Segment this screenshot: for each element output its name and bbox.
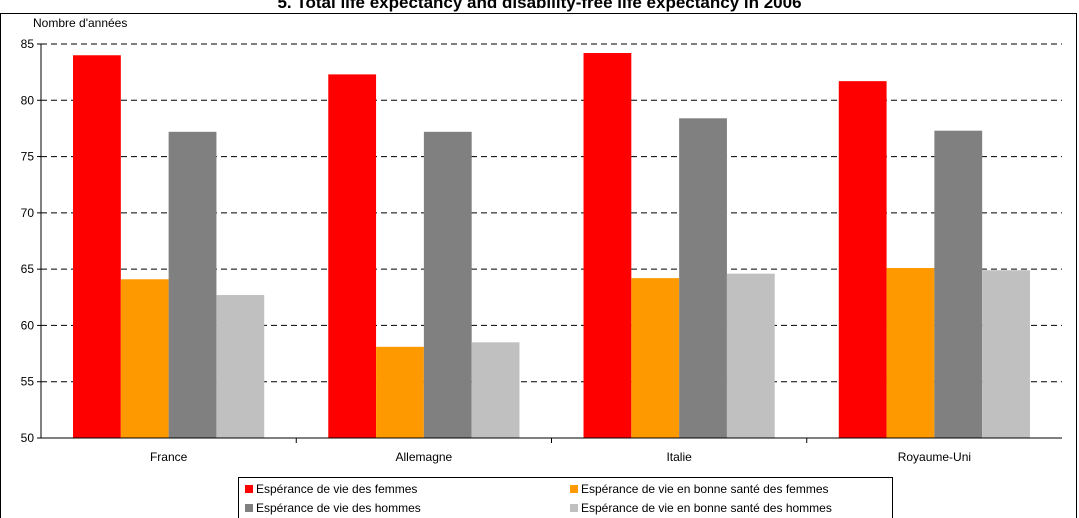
legend-swatch-icon [245,485,253,493]
y-tick-labels: 50 55 60 65 70 75 80 85 [21,37,35,445]
y-tick-label: 70 [21,206,35,220]
legend: Espérance de vie des femmes Espérance de… [238,477,893,518]
legend-item: Espérance de vie en bonne santé des femm… [570,482,829,496]
bar [120,279,169,438]
y-tick-label: 75 [21,150,35,164]
legend-label: Espérance de vie des hommes [256,501,421,515]
legend-label: Espérance de vie des femmes [256,482,418,496]
bar [216,295,265,438]
bar-chart: 50 55 60 65 70 75 80 85 France Allemagne Italie Ro… [21,37,1062,464]
legend-label: Espérance de vie en bonne santé des homm… [581,501,832,515]
bar [471,342,520,438]
bar [982,270,1030,438]
bar [631,278,680,438]
legend-swatch-icon [570,485,578,493]
bars [73,53,1030,439]
bar [583,53,632,439]
bar [328,74,377,438]
bar [886,268,935,438]
bar [73,55,121,438]
legend-item: Espérance de vie des hommes [245,501,421,515]
bar [934,130,983,438]
legend-item: Espérance de vie des femmes [245,482,417,496]
x-tick-label: Allemagne [396,450,453,464]
y-tick-label: 50 [21,431,35,445]
y-tick-label: 80 [21,93,35,107]
chart-frame [0,13,1077,518]
x-tick-label: Italie [666,450,692,464]
bar [726,273,775,438]
y-tick-label: 85 [21,37,35,51]
bar [168,131,217,438]
legend-swatch-icon [570,504,578,512]
x-tick-labels: France Allemagne Italie Royaume-Uni [150,450,971,464]
y-tick-label: 60 [21,318,35,332]
bar [423,131,472,438]
x-tick-label: Royaume-Uni [898,450,971,464]
legend-item: Espérance de vie en bonne santé des homm… [570,501,832,515]
bar [679,118,727,438]
y-axis-label: Nombre d'années [33,16,128,30]
legend-swatch-icon [245,504,253,512]
legend-label: Espérance de vie en bonne santé des femm… [581,482,829,496]
bar [376,346,424,438]
axes [37,43,1062,443]
chart-title: 5. Total life expectancy and disability-… [277,0,802,12]
bar [838,81,887,439]
x-tick-label: France [150,450,188,464]
y-tick-label: 55 [21,375,35,389]
y-tick-label: 65 [21,262,35,276]
